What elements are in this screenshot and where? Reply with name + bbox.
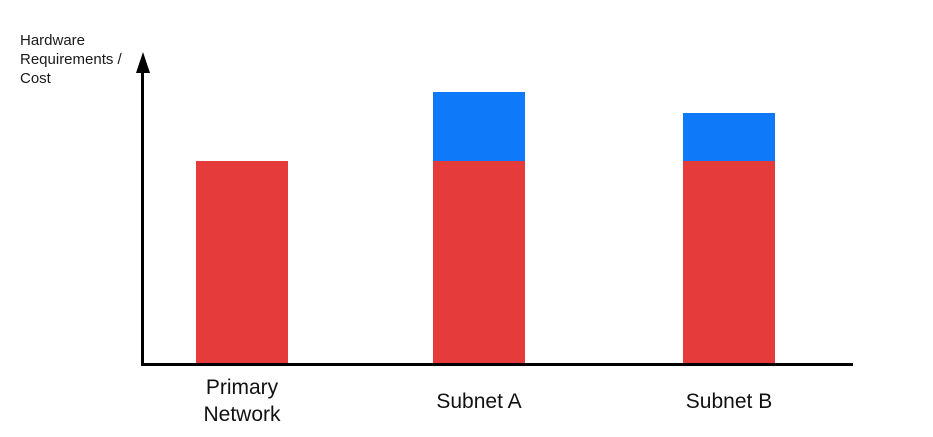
y-axis-line: [141, 68, 144, 366]
bar-segment-base: [433, 161, 525, 363]
bar-subnet-a: [433, 92, 525, 363]
bar-segment-additional: [683, 113, 775, 161]
x-axis-label-subnet-b: Subnet B: [685, 390, 773, 413]
bar-subnet-b: [683, 113, 775, 363]
x-axis-label-subnet-a: Subnet A: [436, 390, 522, 413]
x-axis-label-primary-network: Primary Network: [203, 376, 281, 426]
bar-segment-base: [196, 161, 288, 363]
bar-segment-additional: [433, 92, 525, 161]
y-axis-label: Hardware Requirements / Cost: [20, 32, 122, 87]
bar-segment-base: [683, 161, 775, 363]
y-axis-arrow-icon: [136, 52, 150, 73]
bar-primary-network: [196, 161, 288, 363]
x-axis-line: [141, 363, 853, 366]
